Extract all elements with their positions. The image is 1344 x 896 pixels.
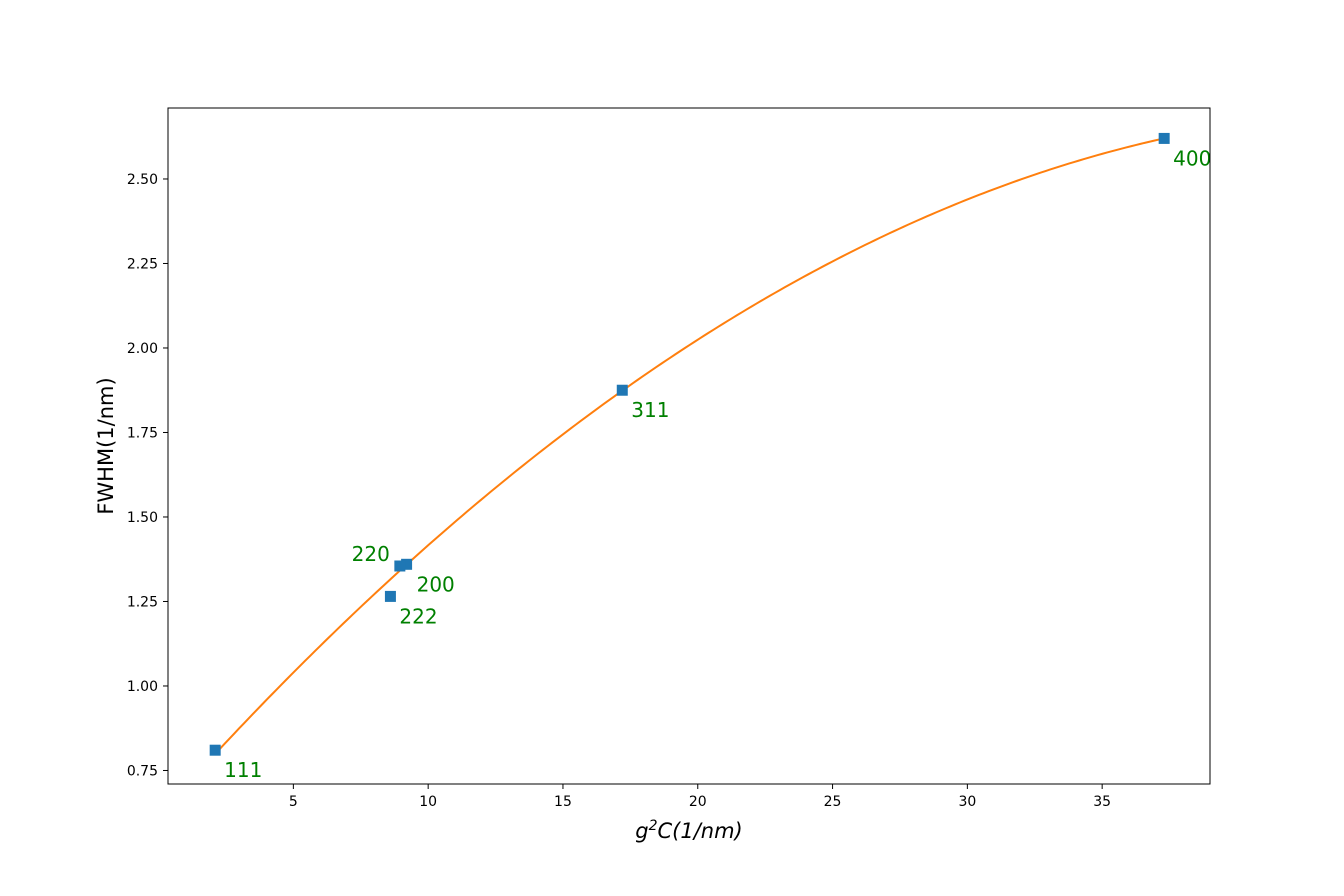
x-tick-label: 5 (289, 794, 298, 810)
data-point-222 (384, 590, 396, 602)
point-label-220: 220 (352, 542, 390, 566)
y-tick-label: 2.00 (127, 341, 158, 357)
data-point-111 (209, 744, 221, 756)
data-point-400 (1158, 132, 1170, 144)
y-tick-label: 1.75 (127, 425, 158, 441)
y-tick-label: 1.00 (127, 679, 158, 695)
x-axis-label-superscript: 2 (649, 818, 658, 834)
x-tick-label: 20 (689, 794, 707, 810)
y-tick-label: 2.25 (127, 256, 158, 272)
data-point-311 (616, 384, 628, 396)
x-tick-label: 15 (554, 794, 572, 810)
fit-layer (214, 137, 1165, 755)
point-label-400: 400 (1173, 146, 1211, 170)
point-label-222: 222 (399, 604, 437, 628)
x-axis-label: g2C(1/nm) (635, 818, 743, 843)
y-tick-label: 1.25 (127, 594, 158, 610)
x-axis-label-base: g (635, 819, 648, 843)
x-axis-label-rest: C(1/nm) (658, 819, 743, 843)
y-tick-label: 1.50 (127, 510, 158, 526)
data-point-220 (394, 560, 406, 572)
x-tick-label: 30 (958, 794, 976, 810)
point-label-111: 111 (224, 758, 262, 782)
x-tick-label: 25 (824, 794, 842, 810)
fit-curve (214, 137, 1165, 755)
points-layer (209, 132, 1170, 756)
x-tick-label: 35 (1093, 794, 1111, 810)
plot-frame (167, 107, 1211, 785)
y-axis-ticks: 0.75 1.00 1.25 1.50 1.75 2.00 2.25 2.50 (127, 172, 168, 779)
point-labels-layer: 111 200 220 311 222 400 (224, 146, 1211, 782)
y-tick-label: 0.75 (127, 763, 158, 779)
y-axis-label: FWHM(1/nm) (94, 377, 118, 514)
y-tick-label: 2.50 (127, 172, 158, 188)
x-tick-label: 10 (419, 794, 437, 810)
point-label-311: 311 (631, 398, 669, 422)
x-axis-ticks: 5 10 15 20 25 30 35 (289, 784, 1111, 810)
point-label-200: 200 (417, 572, 455, 596)
data-point-200 (401, 558, 413, 570)
